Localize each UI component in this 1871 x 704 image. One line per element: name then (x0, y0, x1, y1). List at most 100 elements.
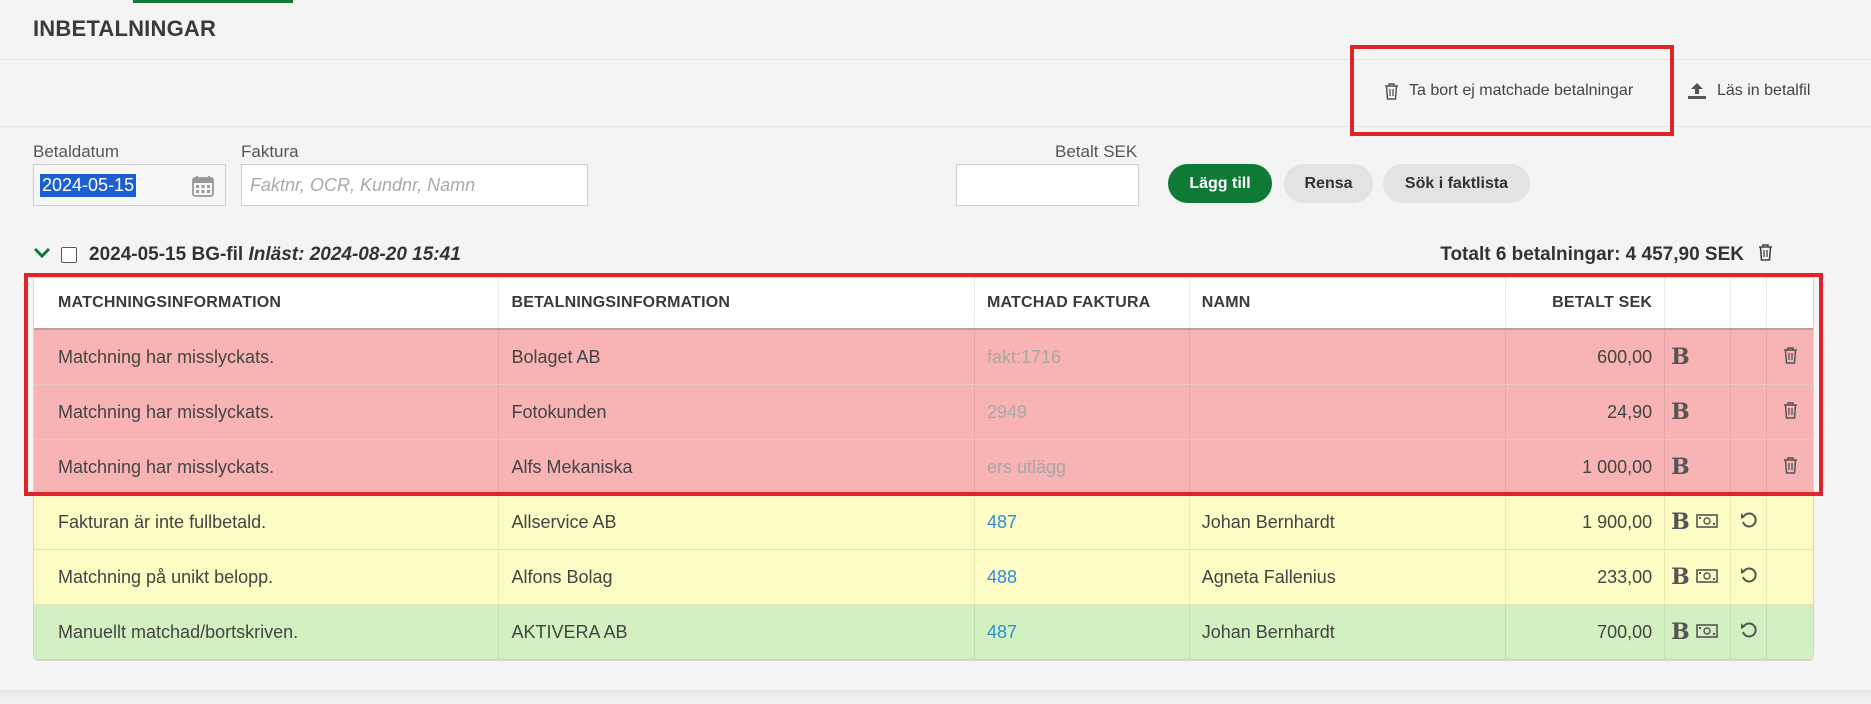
cell-name (1190, 440, 1507, 494)
bookkeep-icon[interactable]: B (1671, 509, 1690, 535)
paid-amount-input[interactable] (956, 164, 1139, 206)
col-header-delete (1767, 278, 1813, 328)
import-file-label: Läs in betalfil (1717, 82, 1811, 99)
date-label: Betaldatum (33, 142, 119, 161)
group-total-text: Totalt 6 betalningar: 4 457,90 SEK (1440, 244, 1744, 265)
bookkeep-icon[interactable]: B (1671, 564, 1690, 590)
undo-icon[interactable] (1740, 566, 1758, 589)
cell-invoice: ers utlägg (975, 440, 1190, 494)
table-row[interactable]: Matchning har misslyckats. Fotokunden 2949… (34, 385, 1813, 440)
invoice-label: Faktura (241, 142, 299, 161)
active-tab-indicator (133, 0, 293, 3)
payment-icon[interactable] (1695, 622, 1718, 643)
bookkeep-icon[interactable]: B (1671, 399, 1690, 425)
payment-icon[interactable] (1695, 567, 1718, 588)
cell-actions: B (1665, 550, 1732, 604)
table-row[interactable]: Matchning har misslyckats. Bolaget AB fakt… (34, 330, 1813, 385)
cell-invoice: 2949 (975, 385, 1190, 439)
col-header-actions (1665, 278, 1732, 328)
group-title-text: 2024-05-15 BG-fil (89, 244, 244, 265)
action-bar: Ta bort ej matchade betalningar Läs in b… (0, 60, 1871, 127)
cell-matching: Matchning har misslyckats. (34, 440, 500, 494)
col-header-matching[interactable]: MATCHNINGSINFORMATION (34, 278, 500, 328)
cell-invoice[interactable]: 488 (975, 550, 1190, 604)
cell-actions: B (1665, 440, 1732, 494)
cell-paid: 233,00 (1506, 550, 1666, 604)
cell-matching: Matchning har misslyckats. (34, 330, 500, 384)
trash-icon[interactable] (1783, 401, 1798, 424)
cell-name: Agneta Fallenius (1190, 550, 1507, 604)
col-header-invoice[interactable]: MATCHAD FAKTURA (975, 278, 1190, 328)
table-row[interactable]: Fakturan är inte fullbetald. Allservice A… (34, 495, 1813, 550)
cell-undo (1731, 495, 1768, 549)
undo-icon[interactable] (1740, 511, 1758, 534)
add-button[interactable]: Lägg till (1168, 164, 1272, 203)
col-header-payment[interactable]: BETALNINGSINFORMATION (499, 278, 975, 328)
undo-icon[interactable] (1740, 621, 1758, 644)
calendar-icon[interactable] (191, 174, 215, 203)
table-header-row: MATCHNINGSINFORMATION BETALNINGSINFORMAT… (34, 278, 1813, 330)
cell-undo (1731, 550, 1768, 604)
trash-icon (1384, 82, 1399, 100)
cell-name (1190, 385, 1507, 439)
bookkeep-icon[interactable]: B (1671, 454, 1690, 480)
table-row[interactable]: Matchning har misslyckats. Alfs Mekaniska… (34, 440, 1813, 495)
col-header-undo (1731, 278, 1768, 328)
invoice-search-input[interactable] (241, 164, 588, 206)
payments-table: MATCHNINGSINFORMATION BETALNINGSINFORMAT… (33, 277, 1814, 661)
col-header-name[interactable]: NAMN (1190, 278, 1507, 328)
cell-payment: Allservice AB (499, 495, 975, 549)
date-value: 2024-05-15 (40, 174, 137, 197)
cell-invoice[interactable]: 487 (975, 605, 1190, 659)
cell-name (1190, 330, 1507, 384)
clear-button[interactable]: Rensa (1284, 164, 1373, 203)
chevron-down-icon[interactable] (33, 246, 51, 264)
table-row[interactable]: Matchning på unikt belopp. Alfons Bolag 48… (34, 550, 1813, 605)
cell-name: Johan Bernhardt (1190, 495, 1507, 549)
cell-delete (1767, 440, 1813, 494)
cell-paid: 1 900,00 (1506, 495, 1666, 549)
cell-invoice[interactable]: 487 (975, 495, 1190, 549)
paid-label: Betalt SEK (1055, 142, 1138, 161)
table-row[interactable]: Manuellt matchad/bortskriven. AKTIVERA AB… (34, 605, 1813, 660)
bookkeep-icon[interactable]: B (1671, 344, 1690, 370)
delete-unmatched-label: Ta bort ej matchade betalningar (1409, 82, 1634, 99)
cell-matching: Matchning på unikt belopp. (34, 550, 500, 604)
cell-name: Johan Bernhardt (1190, 605, 1507, 659)
cell-actions: B (1665, 605, 1732, 659)
group-checkbox[interactable] (61, 247, 77, 263)
cell-paid: 24,90 (1506, 385, 1666, 439)
cell-delete (1767, 550, 1813, 604)
payment-icon[interactable] (1695, 512, 1718, 533)
cell-paid: 700,00 (1506, 605, 1666, 659)
delete-unmatched-button[interactable]: Ta bort ej matchade betalningar (1384, 82, 1633, 100)
page-footer-shadow (0, 690, 1871, 704)
group-imported-text: Inläst: 2024-08-20 15:41 (248, 244, 461, 265)
payment-group-header: 2024-05-15 BG-fil Inläst: 2024-08-20 15:… (33, 242, 1813, 268)
cell-payment: Fotokunden (499, 385, 975, 439)
trash-icon[interactable] (1783, 346, 1798, 369)
trash-icon[interactable] (1758, 243, 1773, 267)
date-field[interactable]: 2024-05-15 (33, 164, 226, 206)
cell-payment: AKTIVERA AB (499, 605, 975, 659)
cell-payment: Bolaget AB (499, 330, 975, 384)
cell-delete (1767, 605, 1813, 659)
group-total: Totalt 6 betalningar: 4 457,90 SEK (1440, 243, 1773, 267)
cell-payment: Alfs Mekaniska (499, 440, 975, 494)
upload-icon (1687, 82, 1707, 100)
page-title: INBETALNINGAR (33, 16, 217, 41)
col-header-paid[interactable]: BETALT SEK (1506, 278, 1666, 328)
cell-undo (1731, 605, 1768, 659)
cell-delete (1767, 330, 1813, 384)
bookkeep-icon[interactable]: B (1671, 619, 1690, 645)
cell-invoice: fakt:1716 (975, 330, 1190, 384)
search-invoice-list-button[interactable]: Sök i faktlista (1383, 164, 1530, 203)
trash-icon[interactable] (1783, 456, 1798, 479)
group-title: 2024-05-15 BG-fil Inläst: 2024-08-20 15:… (89, 244, 461, 266)
page-header: INBETALNINGAR (0, 0, 1871, 60)
cell-undo (1731, 440, 1768, 494)
cell-actions: B (1665, 330, 1732, 384)
cell-paid: 1 000,00 (1506, 440, 1666, 494)
table-body: Matchning har misslyckats. Bolaget AB fakt… (34, 330, 1813, 660)
import-file-button[interactable]: Läs in betalfil (1687, 82, 1810, 100)
